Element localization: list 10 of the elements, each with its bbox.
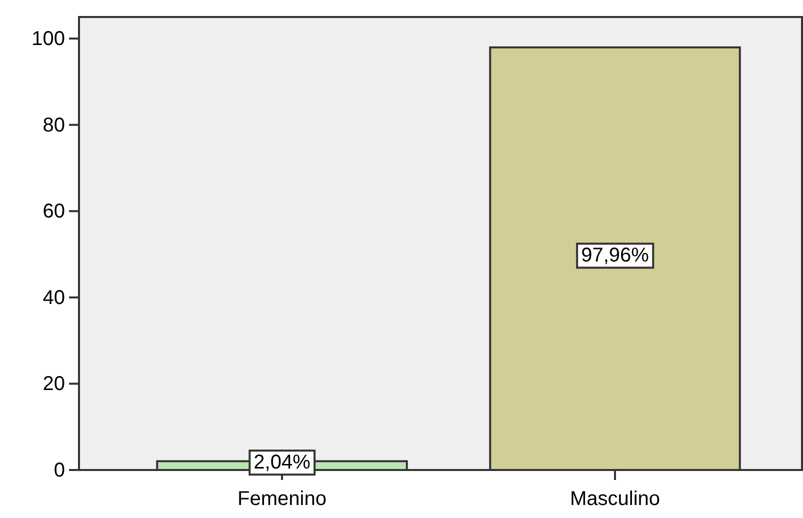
y-tick-label: 0 — [54, 459, 65, 482]
data-label: 2,04% — [254, 452, 311, 474]
x-tick-label: Femenino — [238, 488, 326, 510]
y-tick-label: 40 — [42, 286, 65, 309]
y-tick-label: 100 — [32, 28, 65, 50]
data-label: 97,96% — [581, 244, 650, 267]
x-tick-label: Masculino — [570, 488, 660, 510]
y-tick-label: 20 — [42, 373, 65, 396]
y-tick-label: 60 — [42, 200, 65, 223]
y-tick-label: 80 — [42, 114, 65, 136]
